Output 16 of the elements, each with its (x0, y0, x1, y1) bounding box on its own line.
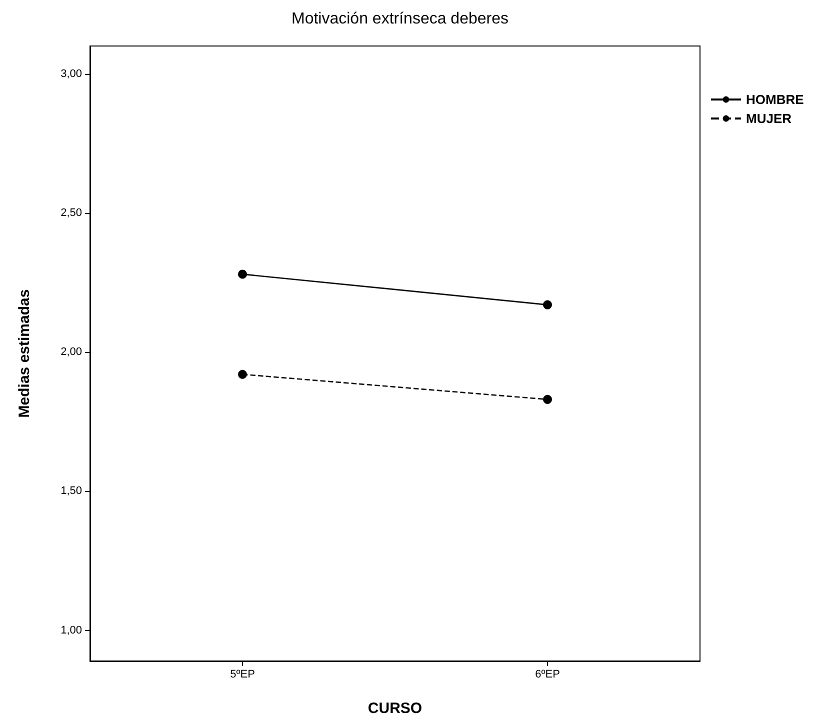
point (543, 300, 552, 310)
y-axis-title: Medias estimadas (16, 289, 33, 418)
point (238, 370, 247, 379)
y-tick-label: 1,50 (60, 485, 82, 498)
legend-label: HOMBRE (746, 92, 804, 107)
x-tick-label: 5ºEP (230, 668, 255, 680)
y-tick-label: 1,00 (60, 624, 82, 636)
point (543, 394, 552, 404)
point (238, 270, 247, 279)
chart-title: Motivación extrínseca deberes (292, 10, 508, 28)
y-tick-label: 2,00 (60, 346, 82, 358)
y-tick-label: 2,50 (60, 206, 82, 219)
x-tick-label: 6ºEP (535, 668, 560, 680)
x-axis-title: CURSO (368, 700, 422, 717)
y-tick-label: 3,00 (60, 68, 82, 80)
legend-label: MUJER (746, 111, 792, 126)
